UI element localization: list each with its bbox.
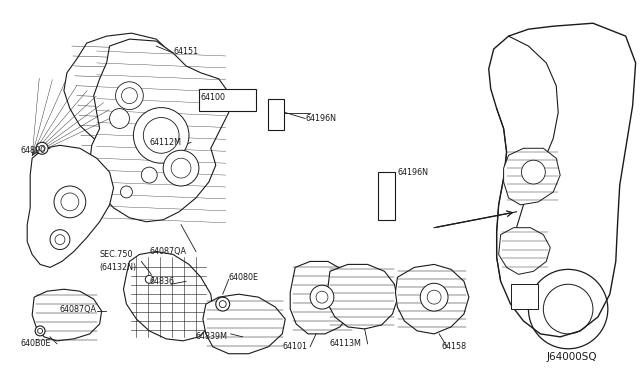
Polygon shape [32,289,102,341]
Text: 64087QA: 64087QA [149,247,186,256]
Text: 64113M: 64113M [330,339,362,348]
Text: 64839M: 64839M [196,332,228,341]
Circle shape [116,82,143,110]
Polygon shape [28,145,113,267]
Circle shape [427,290,441,304]
Text: 64151: 64151 [173,46,198,55]
Polygon shape [396,264,469,334]
Polygon shape [64,33,173,148]
Circle shape [61,193,79,211]
Text: 64158: 64158 [441,342,466,351]
Bar [199,89,257,110]
Text: 64196N: 64196N [305,114,336,123]
Polygon shape [124,251,213,341]
Circle shape [54,186,86,218]
Circle shape [109,109,129,128]
Circle shape [35,326,45,336]
Circle shape [120,186,132,198]
Circle shape [420,283,448,311]
Circle shape [171,158,191,178]
Text: (64132N): (64132N) [100,263,137,272]
Circle shape [310,285,334,309]
Circle shape [522,160,545,184]
Circle shape [122,88,138,104]
Circle shape [220,301,226,308]
Text: 64890: 64890 [20,146,45,155]
Circle shape [50,230,70,250]
Bar [378,172,396,220]
Bar [268,99,284,131]
Text: 640B0E: 640B0E [20,339,51,348]
Text: 64087QA: 64087QA [60,305,97,314]
Circle shape [36,142,48,154]
Polygon shape [203,294,285,354]
Circle shape [143,118,179,153]
Text: 64101: 64101 [282,342,307,351]
Text: 64100: 64100 [201,93,226,102]
Text: SEC.750: SEC.750 [100,250,133,259]
Circle shape [216,297,230,311]
Text: 64196N: 64196N [397,168,428,177]
Text: J64000SQ: J64000SQ [547,352,597,362]
Circle shape [145,275,153,283]
Circle shape [316,291,328,303]
Polygon shape [90,39,228,222]
Circle shape [133,108,189,163]
Polygon shape [504,148,560,205]
Circle shape [141,167,157,183]
Circle shape [38,328,43,333]
Bar [511,284,538,309]
Polygon shape [499,228,550,274]
Text: 64112M: 64112M [149,138,181,147]
Text: 64836: 64836 [149,277,174,286]
Polygon shape [290,262,355,334]
Polygon shape [328,264,397,329]
Circle shape [39,145,45,151]
Text: 64080E: 64080E [228,273,259,282]
Circle shape [55,235,65,244]
Circle shape [163,150,199,186]
